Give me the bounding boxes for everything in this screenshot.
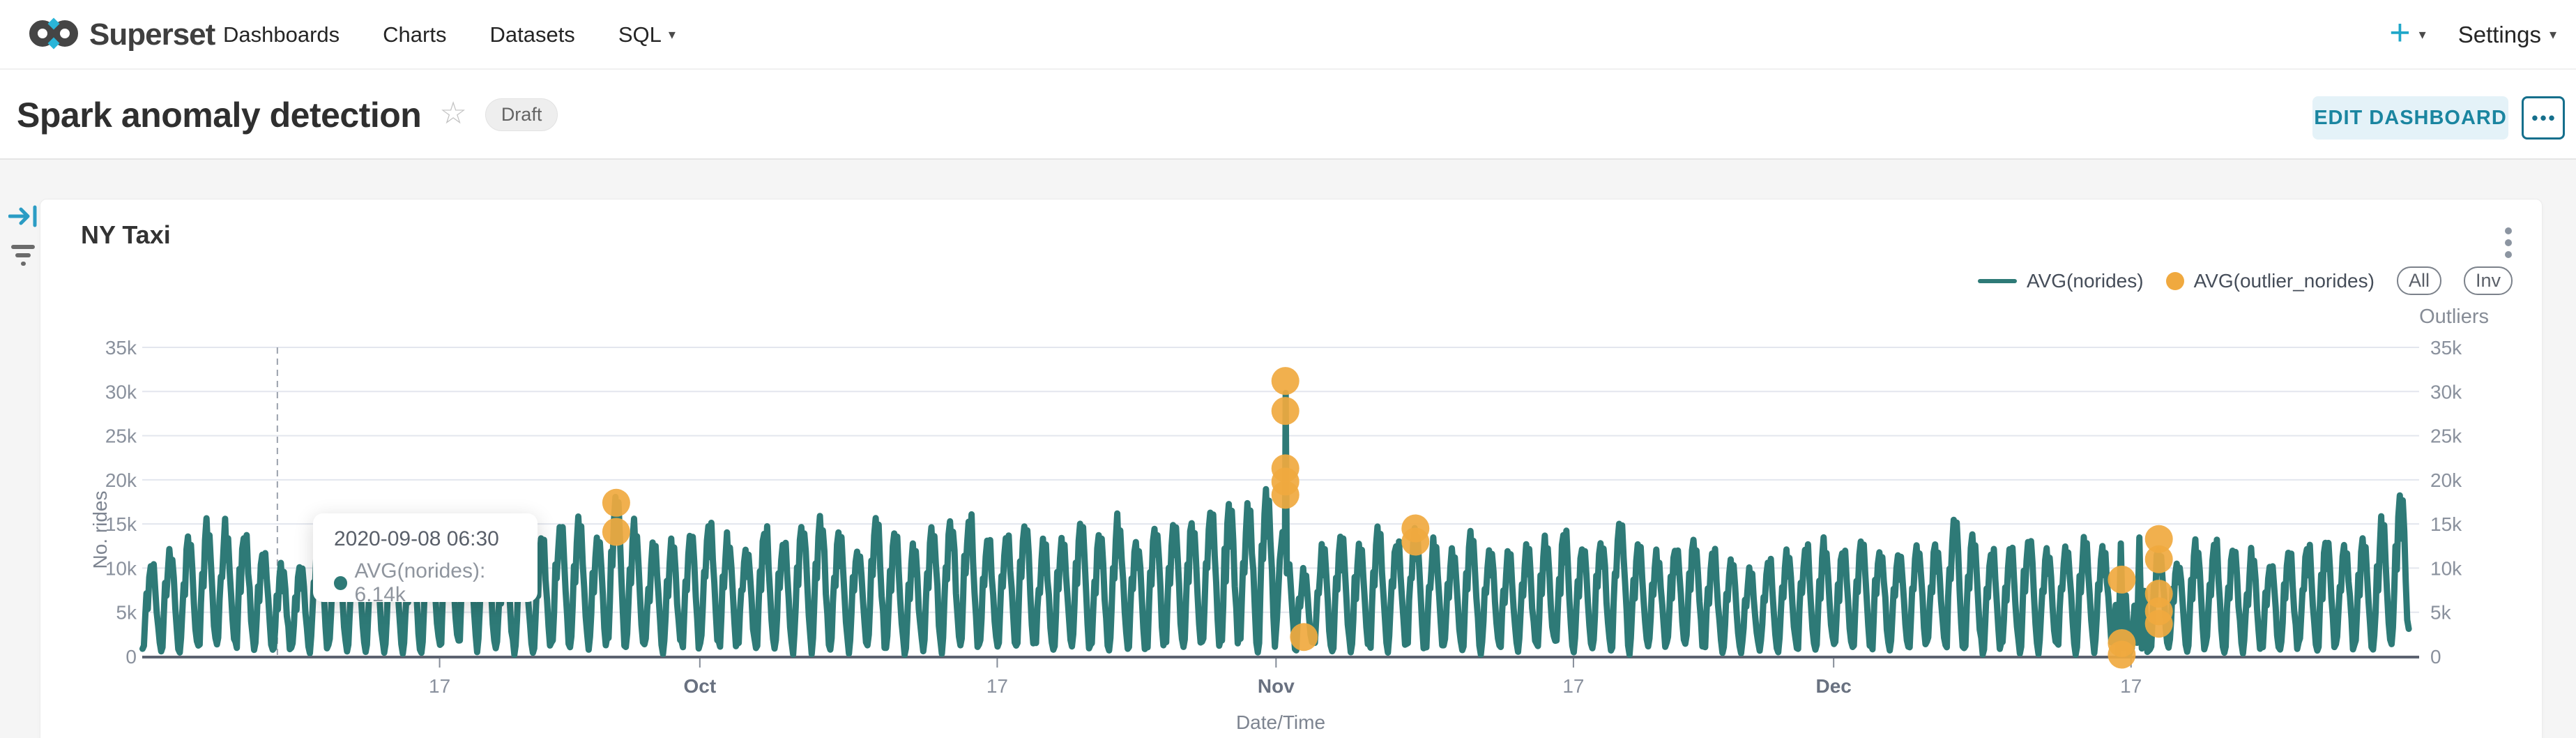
y-axis-tick-right: 25k bbox=[2430, 426, 2462, 447]
plus-icon: + bbox=[2389, 13, 2411, 53]
legend-inverse-button[interactable]: Inv bbox=[2463, 266, 2513, 295]
dashboard-more-button[interactable]: ••• bbox=[2522, 96, 2565, 140]
nav-menu: Dashboards Charts Datasets SQL ▾ bbox=[223, 0, 676, 70]
series-line-norides bbox=[139, 389, 2412, 658]
brand-name: Superset bbox=[89, 17, 215, 52]
page-title: Spark anomaly detection bbox=[17, 95, 422, 135]
outlier-point[interactable] bbox=[602, 518, 630, 546]
chevron-down-icon: ▾ bbox=[2549, 27, 2556, 43]
x-axis-tick-label: Nov bbox=[1258, 675, 1295, 697]
tooltip-series-swatch-icon bbox=[334, 576, 348, 590]
y-axis-tick-right: 35k bbox=[2430, 337, 2462, 359]
outlier-point[interactable] bbox=[1401, 527, 1430, 556]
outlier-point[interactable] bbox=[1271, 397, 1300, 426]
y-axis-tick-right: 30k bbox=[2430, 381, 2462, 402]
y-axis-tick-right: 0 bbox=[2430, 646, 2441, 668]
new-item-button[interactable]: + ▾ bbox=[2389, 15, 2426, 51]
y-axis-tick-left: 5k bbox=[116, 602, 137, 624]
nav-right: + ▾ Settings ▾ bbox=[2389, 0, 2556, 70]
chart-legend: AVG(norides) AVG(outlier_norides) All In… bbox=[1978, 266, 2513, 295]
nav-item-charts[interactable]: Charts bbox=[383, 22, 447, 47]
x-axis-tick-label: 17 bbox=[1562, 675, 1584, 697]
tooltip-series-value: AVG(norides): 6.14k bbox=[354, 559, 486, 606]
y-axis-tick-left: 20k bbox=[105, 469, 137, 491]
x-axis-tick-label: Dec bbox=[1815, 675, 1851, 697]
x-axis-tick-label: 17 bbox=[986, 675, 1008, 697]
outlier-point[interactable] bbox=[2144, 525, 2173, 553]
chart-title: NY Taxi bbox=[81, 220, 171, 249]
line-swatch-icon bbox=[1978, 278, 2018, 283]
expand-filter-bar-icon[interactable] bbox=[8, 204, 40, 232]
chart-tooltip: 2020-09-08 06:30 AVG(norides): 6.14k bbox=[313, 513, 538, 606]
y-axis-tick-left: 0 bbox=[125, 646, 137, 668]
y-axis-tick-right: 20k bbox=[2430, 469, 2462, 491]
y-axis-tick-left: 10k bbox=[105, 557, 137, 579]
chart-card: NY Taxi AVG(norides) AVG(outlier_norides… bbox=[40, 199, 2543, 738]
y-axis-tick-left: 25k bbox=[105, 426, 137, 447]
outlier-point[interactable] bbox=[1271, 481, 1300, 509]
filter-icon[interactable] bbox=[8, 243, 40, 272]
y-axis-tick-left: 35k bbox=[105, 337, 137, 359]
legend-item-norides[interactable]: AVG(norides) bbox=[1978, 270, 2144, 292]
outlier-point[interactable] bbox=[2144, 545, 2173, 573]
y-axis-tick-right: 5k bbox=[2430, 602, 2452, 624]
x-axis-tick-label: 17 bbox=[429, 675, 450, 697]
nav-item-dashboards[interactable]: Dashboards bbox=[223, 22, 340, 47]
legend-item-outlier-norides[interactable]: AVG(outlier_norides) bbox=[2165, 270, 2375, 292]
nav-item-datasets[interactable]: Datasets bbox=[489, 22, 575, 47]
y-axis-tick-left: 15k bbox=[105, 513, 137, 535]
y-axis-tick-right: 15k bbox=[2430, 513, 2462, 535]
outlier-point[interactable] bbox=[2144, 610, 2173, 638]
x-axis-tick-label: 17 bbox=[2120, 675, 2142, 697]
outlier-point[interactable] bbox=[602, 488, 630, 517]
y-axis-tick-right: 10k bbox=[2430, 557, 2462, 579]
top-navbar: Superset Dashboards Charts Datasets SQL ▾… bbox=[0, 0, 2576, 70]
outlier-point[interactable] bbox=[2108, 640, 2136, 669]
dashboard-header: Spark anomaly detection ☆ Draft EDIT DAS… bbox=[0, 70, 2576, 160]
chevron-down-icon: ▾ bbox=[668, 27, 676, 43]
outlier-point[interactable] bbox=[1271, 367, 1300, 396]
legend-select-all-button[interactable]: All bbox=[2396, 266, 2441, 295]
outlier-point[interactable] bbox=[1290, 623, 1318, 652]
settings-menu[interactable]: Settings ▾ bbox=[2457, 22, 2556, 47]
chart-options-menu[interactable] bbox=[2500, 227, 2517, 258]
y-axis-tick-left: 30k bbox=[105, 381, 137, 402]
dot-swatch-icon bbox=[2165, 271, 2184, 290]
x-axis-tick-label: Oct bbox=[683, 675, 716, 697]
status-badge: Draft bbox=[485, 98, 558, 131]
timeseries-plot[interactable]: 0 0 5k 5k 10k 10k 15k 15k 20k 20k 25k 25k 30k 30k 35k 3… bbox=[40, 199, 2543, 738]
superset-logo-icon bbox=[28, 14, 79, 57]
nav-item-sql[interactable]: SQL ▾ bbox=[618, 22, 676, 47]
edit-dashboard-button[interactable]: EDIT DASHBOARD bbox=[2312, 96, 2508, 140]
outlier-point[interactable] bbox=[2108, 565, 2136, 594]
favorite-star-icon[interactable]: ☆ bbox=[439, 96, 467, 130]
y-axis-title: No. rides bbox=[89, 490, 111, 568]
right-axis-title: Outliers bbox=[2419, 306, 2489, 328]
chevron-down-icon: ▾ bbox=[2418, 27, 2426, 43]
x-axis-title: Date/Time bbox=[1236, 711, 1325, 733]
superset-brand[interactable]: Superset bbox=[28, 0, 215, 70]
tooltip-datetime: 2020-09-08 06:30 bbox=[334, 527, 499, 550]
